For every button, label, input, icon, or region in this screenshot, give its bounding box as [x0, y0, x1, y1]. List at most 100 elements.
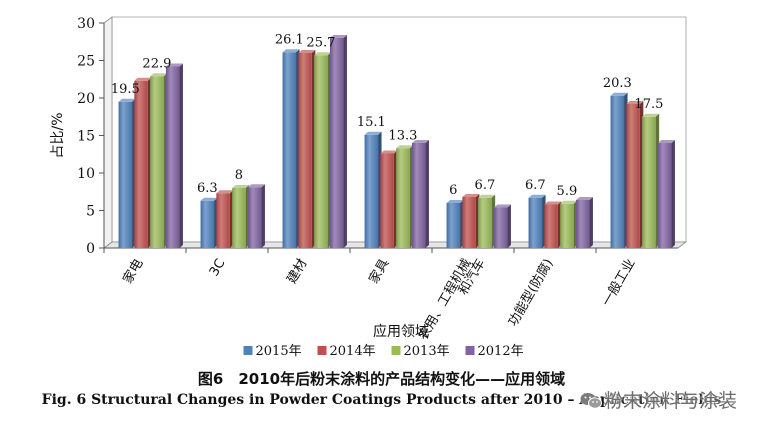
x-category-label: 建材 — [284, 257, 310, 287]
x-category-label: 一般工业 — [599, 256, 639, 309]
data-label: 17.5 — [634, 97, 663, 112]
bar-top-1-6 — [626, 101, 644, 104]
bar-3-1 — [247, 187, 262, 248]
bar-top-0-4 — [446, 200, 464, 203]
bar-top-0-2 — [282, 49, 300, 53]
bar-top-1-3 — [380, 150, 398, 154]
bar-0-3 — [364, 134, 379, 248]
bar-1-2 — [298, 53, 312, 248]
bar-2-0 — [150, 76, 164, 248]
bar-side-3-3 — [425, 140, 429, 248]
bar-0-6 — [610, 95, 625, 248]
bar-top-2-2 — [314, 52, 332, 56]
y-tick-label: 30 — [77, 16, 95, 32]
legend-label: 2015年 — [256, 344, 302, 359]
bar-1-5 — [544, 204, 558, 248]
bar-top-1-5 — [544, 201, 562, 205]
bar-top-3-0 — [165, 63, 183, 67]
bar-1-0 — [134, 80, 148, 248]
watermark-text: 粉末涂料与涂装 — [603, 390, 737, 412]
data-label: 25.7 — [306, 35, 335, 50]
bar-side-3-5 — [589, 197, 593, 248]
bar-3-3 — [411, 143, 426, 248]
bar-2-4 — [478, 197, 492, 248]
bar-1-4 — [462, 197, 476, 248]
bar-top-0-6 — [610, 92, 628, 96]
figure-caption-chinese: 图6 2010年后粉末涂料的产品结构变化——应用领域 — [197, 370, 566, 388]
data-label: 13.3 — [388, 128, 417, 143]
bar-top-0-0 — [118, 98, 136, 102]
y-tick-label: 15 — [77, 129, 95, 145]
bar-top-3-3 — [411, 140, 429, 143]
bar-side-3-6 — [671, 140, 675, 248]
bar-top-3-5 — [575, 197, 593, 200]
bar-top-2-0 — [150, 73, 168, 77]
data-label: 19.5 — [111, 82, 140, 97]
y-tick-label: 10 — [77, 166, 95, 182]
bar-side-3-2 — [343, 35, 347, 248]
data-label: 5.9 — [557, 184, 578, 199]
bar-0-5 — [528, 197, 543, 248]
bar-side-3-1 — [261, 184, 265, 248]
data-label: 6.7 — [475, 178, 496, 193]
bar-top-1-1 — [216, 190, 234, 194]
bar-2-2 — [314, 55, 328, 248]
y-axis-label: 占比/% — [50, 112, 66, 158]
bar-top-2-6 — [642, 113, 660, 117]
bar-top-2-1 — [232, 185, 250, 188]
bar-1-3 — [380, 153, 394, 248]
bar-top-0-5 — [528, 194, 546, 198]
x-category-label: 3C — [207, 257, 229, 280]
data-label: 15.1 — [357, 115, 386, 130]
data-label: 6.3 — [197, 181, 218, 196]
watermark: 粉末涂料与涂装 — [580, 386, 737, 413]
bar-top-0-1 — [200, 197, 218, 201]
chart-side-wall — [103, 16, 113, 249]
data-label: 26.1 — [275, 32, 304, 47]
bar-top-3-4 — [493, 204, 511, 208]
x-category-label: 家电 — [120, 256, 147, 287]
bar-2-3 — [396, 148, 410, 248]
bar-3-4 — [493, 207, 508, 248]
bar-3-5 — [575, 200, 590, 248]
legend-label: 2012年 — [478, 344, 524, 359]
bar-2-1 — [232, 188, 246, 248]
bar-top-3-2 — [329, 35, 347, 38]
bar-0-1 — [200, 200, 215, 248]
bar-0-0 — [118, 101, 133, 248]
data-label: 20.3 — [603, 76, 632, 91]
bar-top-1-4 — [462, 194, 480, 197]
bar-0-2 — [282, 52, 297, 248]
bar-3-0 — [165, 66, 180, 248]
y-tick-label: 25 — [77, 54, 95, 70]
bar-3-6 — [657, 143, 672, 248]
bar-top-1-0 — [134, 77, 152, 81]
bar-side-3-0 — [179, 63, 183, 248]
x-category-label: 家具 — [366, 256, 393, 287]
legend-swatch — [465, 346, 475, 355]
data-label: 22.9 — [142, 56, 171, 71]
data-label: 6.7 — [525, 178, 546, 193]
bar-2-5 — [560, 203, 574, 248]
y-tick-label: 0 — [86, 241, 95, 257]
figure-caption-english: Fig. 6 Structural Changes in Powder Coat… — [41, 392, 722, 408]
bar-top-2-5 — [560, 200, 578, 204]
legend-label: 2013年 — [404, 344, 450, 359]
bar-top-3-6 — [657, 140, 675, 143]
bar-top-0-3 — [364, 131, 382, 135]
data-label: 8 — [235, 168, 243, 183]
legend-swatch — [317, 346, 327, 355]
bar-top-3-1 — [247, 184, 265, 188]
x-category-label: 功能型(防腐) — [505, 256, 556, 329]
bar-top-1-2 — [298, 50, 316, 53]
data-label: 6 — [449, 183, 457, 198]
bar-3-2 — [329, 38, 344, 248]
legend-swatch — [391, 346, 401, 355]
y-tick-label: 5 — [86, 204, 95, 220]
bar-1-1 — [216, 193, 230, 248]
bar-0-4 — [446, 203, 461, 248]
bar-side-3-4 — [507, 204, 511, 248]
bar-2-6 — [642, 116, 656, 248]
bar-top-2-4 — [478, 194, 496, 198]
